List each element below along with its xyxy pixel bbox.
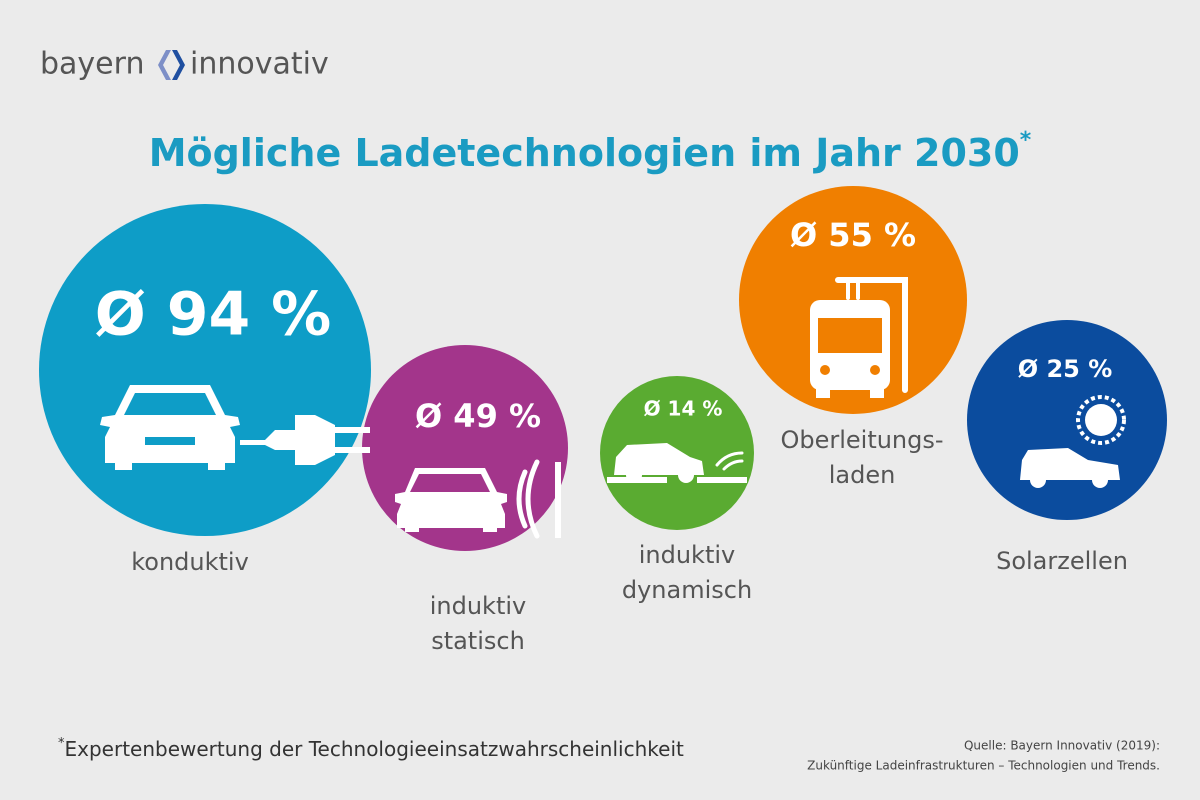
category-label: Solarzellen xyxy=(996,547,1128,575)
bubble xyxy=(39,204,371,536)
category-label: statisch xyxy=(431,627,525,655)
logo: bayern innovativ xyxy=(40,47,329,82)
car-sun-icon xyxy=(1020,395,1126,488)
category-label: dynamisch xyxy=(622,576,752,604)
category-label: Oberleitungs- xyxy=(780,426,943,454)
logo-chevron xyxy=(172,50,185,80)
source-line: Quelle: Bayern Innovativ (2019): xyxy=(964,739,1160,753)
category-label: konduktiv xyxy=(131,548,249,576)
value-label: Ø 55 % xyxy=(790,216,916,254)
value-label: Ø 49 % xyxy=(415,397,541,435)
category-label: induktiv xyxy=(639,541,736,569)
source-line: Zukünftige Ladeinfrastrukturen – Technol… xyxy=(807,759,1160,773)
footnote: *Expertenbewertung der Technologieeinsat… xyxy=(58,736,684,761)
value-label: Ø 14 % xyxy=(644,397,723,421)
title-text: Mögliche Ladetechnologien im Jahr 2030 xyxy=(149,131,1020,175)
value-label: Ø 94 % xyxy=(95,280,331,350)
title-marker: * xyxy=(1020,128,1032,153)
logo-left: bayern xyxy=(40,47,144,82)
car-plug-icon xyxy=(100,385,370,470)
footnote-marker: * xyxy=(58,736,65,751)
car-waves-icon xyxy=(395,459,561,539)
category-label: laden xyxy=(829,461,896,489)
footnote-text: Expertenbewertung der Technologieeinsatz… xyxy=(65,737,684,761)
car-road-icon xyxy=(607,443,747,483)
value-label: Ø 25 % xyxy=(1018,355,1113,383)
category-label: induktiv xyxy=(430,592,527,620)
bus-icon xyxy=(810,277,908,398)
logo-right: innovativ xyxy=(190,47,329,82)
bubble xyxy=(967,320,1167,520)
logo-chevron xyxy=(158,50,171,80)
icons xyxy=(100,277,1126,539)
chart-title: Mögliche Ladetechnologien im Jahr 2030* xyxy=(149,128,1032,175)
